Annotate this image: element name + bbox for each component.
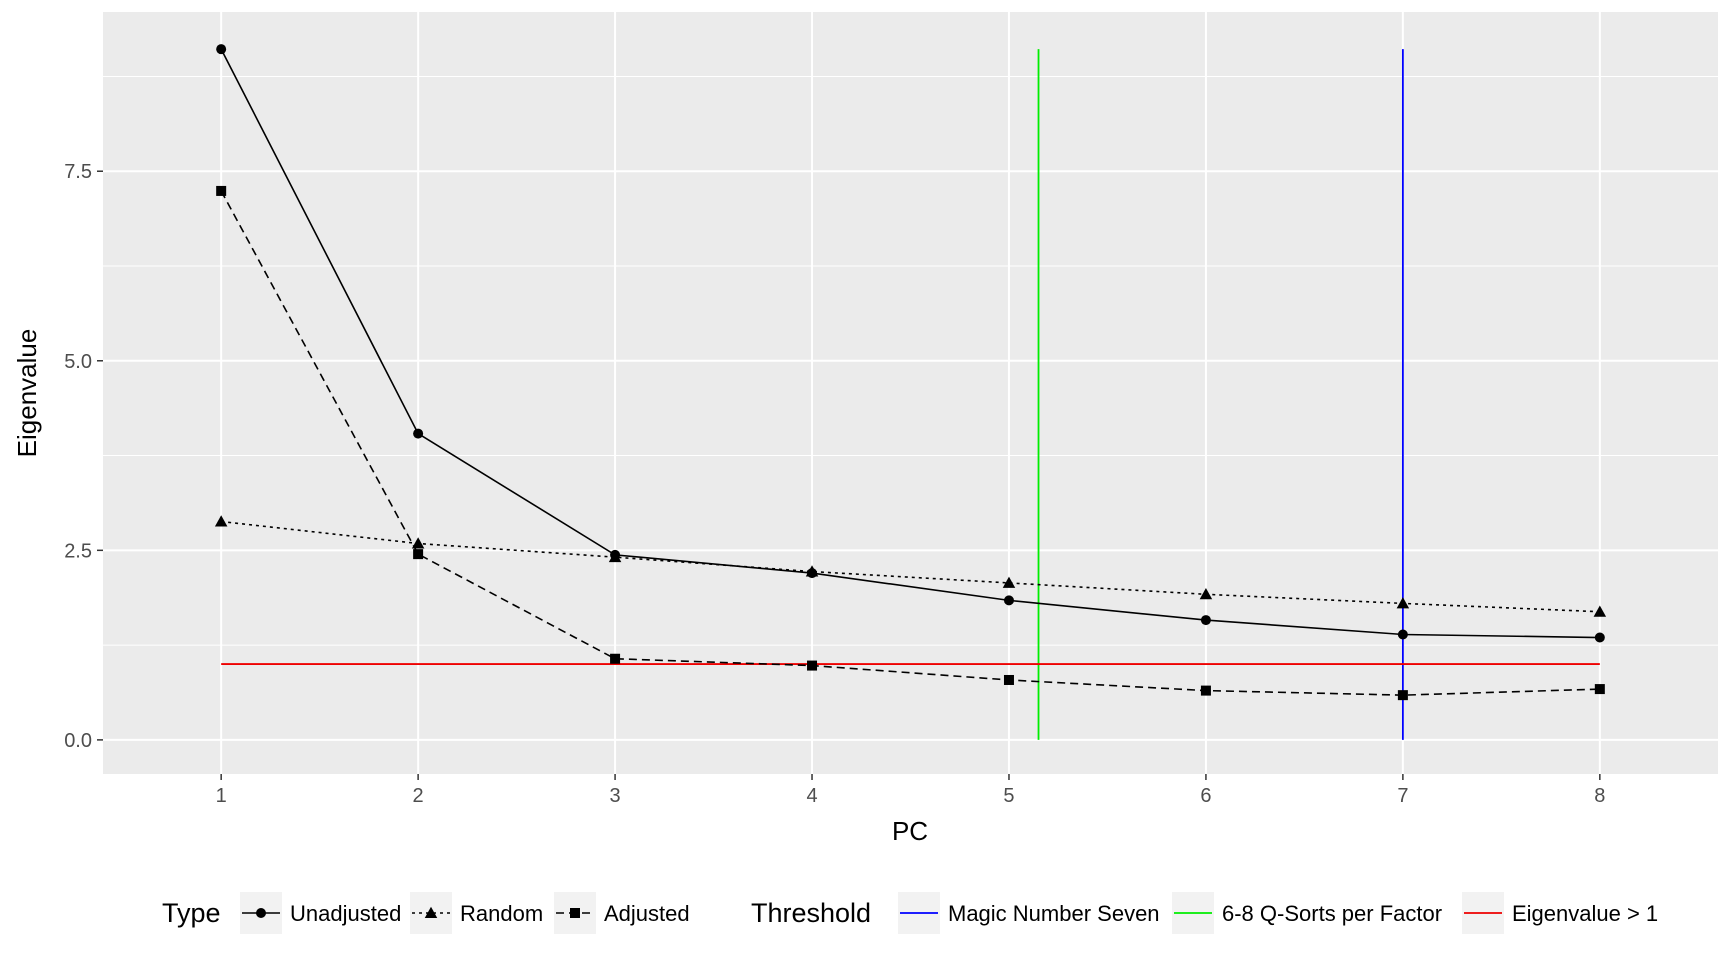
data-point-0-5 bbox=[1200, 615, 1211, 626]
series-line-2 bbox=[220, 190, 1600, 696]
data-point-2-1 bbox=[413, 549, 424, 560]
data-point-2-7 bbox=[1594, 684, 1605, 695]
legend-title-threshold: Threshold bbox=[751, 898, 871, 928]
x-tick-label: 6 bbox=[1200, 785, 1211, 807]
data-point-0-1 bbox=[413, 428, 424, 439]
x-axis-title: PC bbox=[892, 816, 928, 846]
grid-major bbox=[103, 12, 1718, 774]
x-tick-label: 5 bbox=[1003, 785, 1014, 807]
threshold-lines bbox=[221, 49, 1600, 740]
plot-panel bbox=[103, 12, 1718, 774]
x-tick-label: 1 bbox=[216, 785, 227, 807]
data-point-0-0 bbox=[216, 44, 227, 55]
x-tick-label: 4 bbox=[806, 785, 817, 807]
data-point-1-2 bbox=[608, 550, 622, 563]
x-tick-labels: 1 2 3 4 5 6 7 8 bbox=[216, 785, 1606, 807]
axis-ticks bbox=[97, 170, 1601, 780]
y-tick-label: 7.5 bbox=[64, 161, 92, 183]
legend-marker-type-2 bbox=[570, 908, 580, 918]
series-lines bbox=[220, 48, 1600, 696]
y-tick-labels: 0.0 2.5 5.0 7.5 bbox=[64, 161, 92, 752]
legend-marker-type-0 bbox=[256, 908, 266, 918]
legend-threshold-items: Magic Number Seven 6-8 Q-Sorts per Factor… bbox=[898, 892, 1658, 934]
legend-label-type-1: Random bbox=[460, 901, 543, 926]
legend-label-threshold-0: Magic Number Seven bbox=[948, 901, 1160, 926]
legend-marker-type-1 bbox=[424, 906, 438, 918]
data-point-0-6 bbox=[1397, 629, 1408, 640]
data-point-2-6 bbox=[1397, 690, 1408, 701]
y-axis-title: Eigenvalue bbox=[12, 329, 42, 458]
x-tick-label: 2 bbox=[413, 785, 424, 807]
data-point-0-7 bbox=[1594, 632, 1605, 643]
data-point-2-2 bbox=[610, 653, 621, 664]
data-point-0-4 bbox=[1003, 595, 1014, 606]
y-tick-label: 2.5 bbox=[64, 540, 92, 562]
series-line-0 bbox=[220, 48, 1600, 639]
data-point-1-4 bbox=[1002, 576, 1016, 588]
data-point-2-0 bbox=[216, 185, 227, 196]
legend-type-items: Unadjusted Random Adjusted bbox=[240, 892, 690, 934]
data-point-1-3 bbox=[805, 565, 819, 577]
data-point-1-7 bbox=[1593, 605, 1607, 617]
x-tick-label: 8 bbox=[1594, 785, 1605, 807]
legend: Type Threshold Unadjusted Random Adjusted … bbox=[162, 892, 1658, 934]
data-point-1-6 bbox=[1396, 597, 1410, 609]
data-point-2-5 bbox=[1200, 685, 1211, 696]
series-line-1 bbox=[221, 520, 1600, 613]
legend-label-type-0: Unadjusted bbox=[290, 901, 401, 926]
legend-title-type: Type bbox=[162, 898, 221, 928]
data-point-1-5 bbox=[1199, 588, 1213, 600]
legend-label-threshold-2: Eigenvalue > 1 bbox=[1512, 901, 1658, 926]
series-markers bbox=[214, 44, 1607, 701]
x-tick-label: 7 bbox=[1397, 785, 1408, 807]
legend-label-threshold-1: 6-8 Q-Sorts per Factor bbox=[1222, 901, 1442, 926]
y-tick-label: 5.0 bbox=[64, 351, 92, 373]
data-point-2-4 bbox=[1003, 674, 1014, 685]
x-tick-label: 3 bbox=[610, 785, 621, 807]
grid-minor bbox=[103, 75, 1718, 646]
data-point-2-3 bbox=[807, 660, 818, 671]
legend-label-type-2: Adjusted bbox=[604, 901, 690, 926]
y-tick-label: 0.0 bbox=[64, 730, 92, 752]
data-point-1-1 bbox=[411, 537, 425, 549]
data-point-1-0 bbox=[214, 515, 228, 527]
